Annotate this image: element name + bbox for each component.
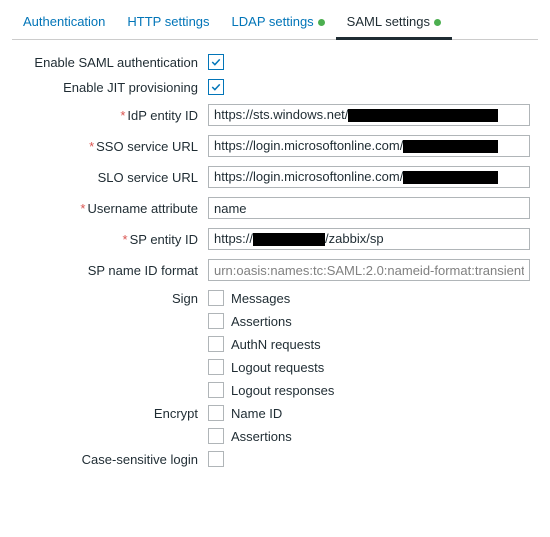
tab-ldap-settings[interactable]: LDAP settings — [221, 8, 336, 39]
label-encrypt-nameid: Name ID — [231, 406, 282, 421]
label-sp-entity: *SP entity ID — [12, 232, 208, 247]
checkbox-case-sensitive[interactable] — [208, 451, 224, 467]
label-idp-entity: *IdP entity ID — [12, 108, 208, 123]
input-username-attr[interactable] — [208, 197, 530, 219]
redacted-block — [348, 109, 498, 122]
label-sp-nameid: SP name ID format — [12, 263, 208, 278]
label-encrypt: Encrypt — [12, 406, 208, 421]
label-enable-jit: Enable JIT provisioning — [12, 80, 208, 95]
tab-http-settings[interactable]: HTTP settings — [116, 8, 220, 39]
checkbox-enable-jit[interactable] — [208, 79, 224, 95]
checkbox-enable-saml[interactable] — [208, 54, 224, 70]
label-sign-messages: Messages — [231, 291, 290, 306]
status-dot-icon — [318, 19, 325, 26]
checkbox-encrypt-assertions[interactable] — [208, 428, 224, 444]
label-sign-logout-res: Logout responses — [231, 383, 334, 398]
redacted-block — [253, 233, 325, 246]
input-sp-entity[interactable]: https:///zabbix/sp — [208, 228, 530, 250]
status-dot-icon — [434, 19, 441, 26]
label-sign: Sign — [12, 291, 208, 306]
label-slo-url: SLO service URL — [12, 170, 208, 185]
input-slo-url[interactable]: https://login.microsoftonline.com/ — [208, 166, 530, 188]
label-sign-authn: AuthN requests — [231, 337, 321, 352]
input-sp-nameid[interactable] — [208, 259, 530, 281]
redacted-block — [403, 171, 498, 184]
checkbox-encrypt-nameid[interactable] — [208, 405, 224, 421]
redacted-block — [403, 140, 498, 153]
checkbox-sign-authn[interactable] — [208, 336, 224, 352]
label-sign-logout-req: Logout requests — [231, 360, 324, 375]
label-enable-saml: Enable SAML authentication — [12, 55, 208, 70]
tab-authentication[interactable]: Authentication — [12, 8, 116, 39]
checkbox-sign-logout-req[interactable] — [208, 359, 224, 375]
input-sso-url[interactable]: https://login.microsoftonline.com/ — [208, 135, 530, 157]
checkbox-sign-assertions[interactable] — [208, 313, 224, 329]
tabs-bar: Authentication HTTP settings LDAP settin… — [12, 8, 538, 40]
checkbox-sign-logout-res[interactable] — [208, 382, 224, 398]
label-sign-assertions: Assertions — [231, 314, 292, 329]
label-case-sensitive: Case-sensitive login — [12, 452, 208, 467]
label-encrypt-assertions: Assertions — [231, 429, 292, 444]
tab-saml-settings[interactable]: SAML settings — [336, 8, 452, 40]
input-idp-entity[interactable]: https://sts.windows.net/ — [208, 104, 530, 126]
label-username-attr: *Username attribute — [12, 201, 208, 216]
label-sso-url: *SSO service URL — [12, 139, 208, 154]
checkbox-sign-messages[interactable] — [208, 290, 224, 306]
